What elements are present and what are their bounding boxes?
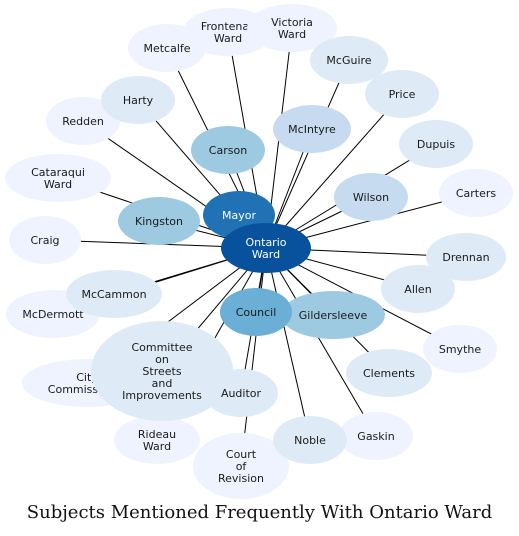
- node-rideau-shape: [114, 416, 200, 464]
- node-gildersleeve: Gildersleeve: [281, 291, 385, 339]
- node-wilson-label: Wilson: [353, 191, 389, 204]
- node-mccammon: McCammon: [66, 270, 162, 318]
- node-committee-shape: [91, 321, 233, 421]
- node-council-label: Council: [236, 306, 277, 319]
- node-gaskin-shape: [339, 412, 413, 460]
- node-mcguire-shape: [310, 36, 388, 84]
- node-carson-shape: [191, 126, 265, 174]
- node-kingston-shape: [118, 197, 200, 245]
- node-dupuis-shape: [399, 120, 473, 168]
- node-wilson-shape: [334, 173, 408, 221]
- node-cataraqui: Cataraqui Ward: [5, 154, 111, 202]
- node-harty: Harty: [101, 76, 175, 124]
- node-court-label: Court of Revision: [218, 448, 264, 485]
- node-center-label: Ontario Ward: [246, 236, 287, 261]
- node-auditor-label: Auditor: [221, 387, 262, 400]
- node-auditor: Auditor: [204, 369, 278, 417]
- node-craig-label: Craig: [31, 234, 60, 247]
- node-noble-label: Noble: [294, 434, 326, 447]
- node-metcalfe-label: Metcalfe: [143, 42, 190, 55]
- node-craig: Craig: [9, 216, 81, 264]
- node-redden: Redden: [46, 97, 120, 145]
- node-smythe-shape: [423, 325, 497, 373]
- edge-noble: [265, 247, 311, 441]
- node-victoria: Victoria Ward: [247, 4, 337, 52]
- node-allen-label: Allen: [404, 283, 431, 296]
- node-kingston: Kingston: [118, 197, 200, 245]
- node-carters: Carters: [439, 169, 513, 217]
- node-drennan-shape: [426, 233, 506, 281]
- node-wilson: Wilson: [334, 173, 408, 221]
- node-smythe-label: Smythe: [439, 343, 481, 356]
- edge-gaskin: [265, 247, 377, 437]
- node-gaskin-label: Gaskin: [357, 430, 394, 443]
- node-redden-shape: [46, 97, 120, 145]
- node-noble: Noble: [273, 416, 347, 464]
- node-carson: Carson: [191, 126, 265, 174]
- node-gildersleeve-shape: [281, 291, 385, 339]
- node-clements-label: Clements: [363, 367, 415, 380]
- node-mccammon-shape: [66, 270, 162, 318]
- node-victoria-label: Victoria Ward: [271, 16, 313, 41]
- node-price-shape: [365, 70, 439, 118]
- node-harty-shape: [101, 76, 175, 124]
- node-council: Council: [220, 288, 292, 336]
- node-mcintyre-shape: [273, 105, 351, 153]
- node-kingston-label: Kingston: [135, 215, 183, 228]
- node-allen: Allen: [381, 265, 455, 313]
- node-carters-shape: [439, 169, 513, 217]
- node-center-shape: [221, 223, 311, 273]
- node-rideau: Rideau Ward: [114, 416, 200, 464]
- node-carson-label: Carson: [209, 144, 247, 157]
- node-price-label: Price: [389, 88, 416, 101]
- diagram-title: Subjects Mentioned Frequently With Ontar…: [26, 502, 493, 523]
- node-cataraqui-shape: [5, 154, 111, 202]
- node-redden-label: Redden: [62, 115, 104, 128]
- node-clements-shape: [346, 349, 432, 397]
- edge-price: [265, 93, 403, 249]
- node-mccammon-label: McCammon: [81, 288, 146, 301]
- node-mayor-label: Mayor: [222, 209, 256, 222]
- node-auditor-shape: [204, 369, 278, 417]
- node-council-shape: [220, 288, 292, 336]
- node-gildersleeve-label: Gildersleeve: [299, 309, 368, 322]
- node-allen-shape: [381, 265, 455, 313]
- node-gaskin: Gaskin: [339, 412, 413, 460]
- edge-court: [240, 247, 267, 467]
- node-mcguire-label: McGuire: [326, 54, 371, 67]
- node-clements: Clements: [346, 349, 432, 397]
- node-court: Court of Revision: [193, 433, 289, 499]
- node-committee: Committee on Streets and Improvements: [91, 321, 233, 421]
- node-dupuis: Dupuis: [399, 120, 473, 168]
- node-frontenac-label: Frontenac Ward: [201, 20, 255, 45]
- node-committee-label: Committee on Streets and Improvements: [122, 341, 202, 402]
- node-dupuis-label: Dupuis: [417, 138, 455, 151]
- edge-mcguire: [265, 59, 350, 249]
- node-mcintyre: McIntyre: [273, 105, 351, 153]
- node-carters-label: Carters: [456, 187, 497, 200]
- node-mcguire: McGuire: [310, 36, 388, 84]
- node-cataraqui-label: Cataraqui Ward: [31, 166, 85, 191]
- node-mcdermott-label: McDermott: [22, 308, 84, 321]
- node-center: Ontario Ward: [221, 223, 311, 273]
- node-drennan: Drennan: [426, 233, 506, 281]
- node-court-shape: [193, 433, 289, 499]
- node-rideau-label: Rideau Ward: [138, 428, 176, 453]
- node-noble-shape: [273, 416, 347, 464]
- node-smythe: Smythe: [423, 325, 497, 373]
- node-price: Price: [365, 70, 439, 118]
- node-harty-label: Harty: [123, 94, 154, 107]
- node-drennan-label: Drennan: [442, 251, 489, 264]
- node-craig-shape: [9, 216, 81, 264]
- node-mcintyre-label: McIntyre: [288, 123, 336, 136]
- node-victoria-shape: [247, 4, 337, 52]
